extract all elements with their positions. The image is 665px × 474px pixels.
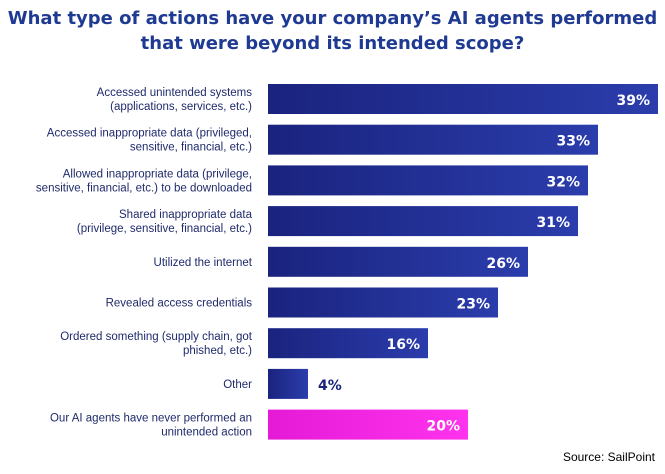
chart-title: What type of actions have your company’s… xyxy=(0,6,665,56)
category-label: unintended action xyxy=(161,427,252,439)
category-label: Ordered something (supply chain, got xyxy=(60,331,253,343)
value-label: 20% xyxy=(426,419,460,435)
category-label: phished, etc.) xyxy=(183,345,252,357)
bar xyxy=(268,368,308,399)
bar-group: Our AI agents have never performed an uni… xyxy=(50,409,468,440)
bar-group: Utilized the internet 26% xyxy=(154,246,528,277)
bar xyxy=(268,287,498,318)
bar-group: Revealed access credentials 23% xyxy=(106,287,498,318)
bar xyxy=(268,409,468,440)
category-label: (applications, services, etc.) xyxy=(110,101,252,113)
value-label: 31% xyxy=(536,215,570,231)
category-label: sensitive, financial, etc.) to be downlo… xyxy=(36,182,252,194)
category-label: Utilized the internet xyxy=(154,257,253,269)
category-label: sensitive, financial, etc.) xyxy=(130,142,252,154)
category-label: Accessed inappropriate data (privileged, xyxy=(47,128,252,140)
category-label: Shared inappropriate data xyxy=(119,209,253,221)
bar-group: Shared inappropriate data (privilege, sen… xyxy=(77,206,578,237)
value-label: 26% xyxy=(486,256,520,272)
bar xyxy=(268,206,578,237)
value-label: 39% xyxy=(616,93,650,109)
bar xyxy=(268,246,528,277)
bar-group: Accessed inappropriate data (privileged,… xyxy=(47,124,598,155)
bar-group: Accessed unintended systems (applications… xyxy=(97,84,658,114)
value-label: 23% xyxy=(456,297,490,313)
category-label: Other xyxy=(223,379,252,391)
category-label: Revealed access credentials xyxy=(106,298,253,310)
category-label: Our AI agents have never performed an xyxy=(50,413,252,425)
category-label: (privilege, sensitive, financial, etc.) xyxy=(77,223,252,235)
value-label: 16% xyxy=(386,337,420,353)
bar xyxy=(268,84,658,114)
chart-title-line-1: What type of actions have your company’s… xyxy=(7,8,658,29)
category-label: Accessed unintended systems xyxy=(97,87,253,99)
chart-title-line-2: that were beyond its intended scope? xyxy=(140,33,525,54)
value-label: 4% xyxy=(318,378,342,394)
value-label: 32% xyxy=(546,174,580,190)
bar-group: Other 4% xyxy=(223,368,342,399)
category-label: Allowed inappropriate data (privilege, xyxy=(63,168,252,180)
source-note: Source: SailPoint xyxy=(562,450,655,464)
value-label: 33% xyxy=(556,134,590,150)
bar xyxy=(268,124,598,155)
bar xyxy=(268,328,428,359)
bar-group: Ordered something (supply chain, got phis… xyxy=(60,328,428,359)
bar xyxy=(268,165,588,196)
bar-group: Allowed inappropriate data (privilege, se… xyxy=(36,165,588,196)
